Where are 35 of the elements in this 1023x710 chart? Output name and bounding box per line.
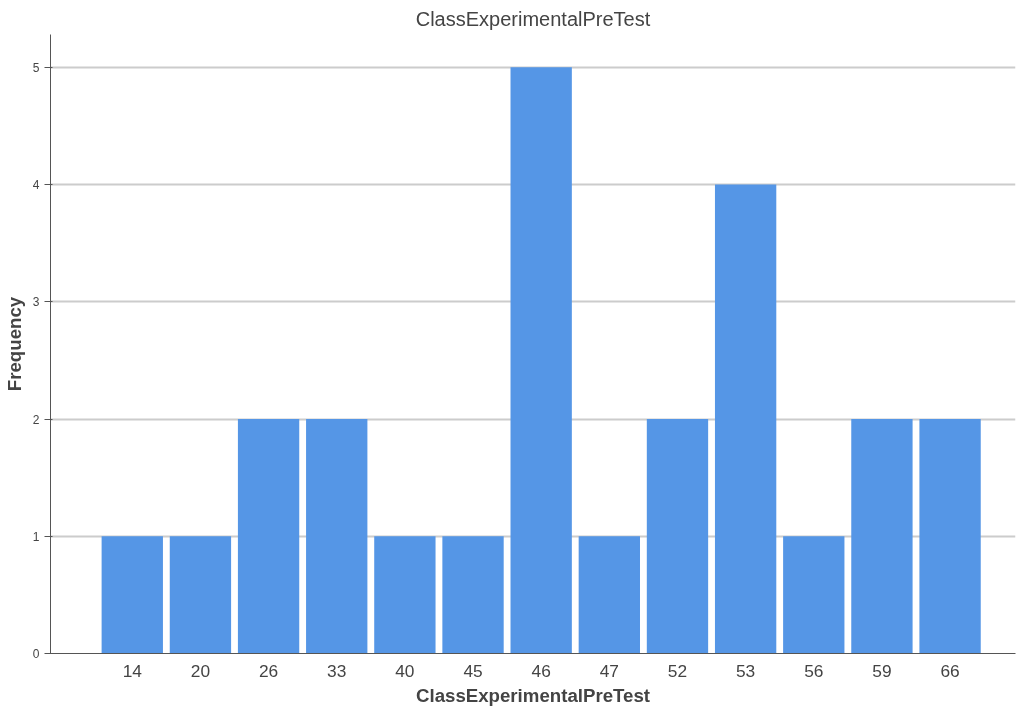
bar xyxy=(169,536,232,654)
x-tick-label: 26 xyxy=(258,660,279,681)
y-tick-label: 4 xyxy=(32,178,40,193)
x-tick-label: 45 xyxy=(463,660,483,681)
bar xyxy=(101,536,163,654)
x-tick-label: 52 xyxy=(667,660,688,681)
y-tick-label: 2 xyxy=(32,412,40,427)
chart-title: ClassExperimentalPreTest xyxy=(415,7,651,30)
x-tick-label: 33 xyxy=(327,660,347,681)
x-tick-label: 46 xyxy=(531,660,551,681)
bar xyxy=(783,536,845,654)
x-tick-label: 40 xyxy=(395,660,415,681)
y-tick-label: 1 xyxy=(32,529,40,544)
x-tick-label: 56 xyxy=(804,660,824,681)
bar xyxy=(578,536,640,654)
bar xyxy=(374,536,436,654)
bar xyxy=(510,67,572,654)
bar xyxy=(919,419,981,654)
y-tick-label: 3 xyxy=(32,295,40,310)
bar xyxy=(851,419,913,654)
y-tick-label: 5 xyxy=(32,60,40,75)
y-tick-label: 0 xyxy=(32,647,40,661)
x-tick-label: 59 xyxy=(872,660,892,681)
x-tick-label: 47 xyxy=(599,660,619,681)
x-tick-label: 20 xyxy=(190,660,211,681)
bar xyxy=(442,536,504,654)
x-tick-label: 66 xyxy=(940,660,960,681)
bar xyxy=(646,419,709,654)
bar xyxy=(306,419,368,654)
x-tick-label: 53 xyxy=(735,660,756,681)
x-tick-label: 14 xyxy=(122,660,143,681)
bar xyxy=(714,184,777,654)
y-axis-title: Frequency xyxy=(3,296,25,392)
x-axis-title: ClassExperimentalPreTest xyxy=(416,684,651,706)
bar xyxy=(237,419,300,654)
